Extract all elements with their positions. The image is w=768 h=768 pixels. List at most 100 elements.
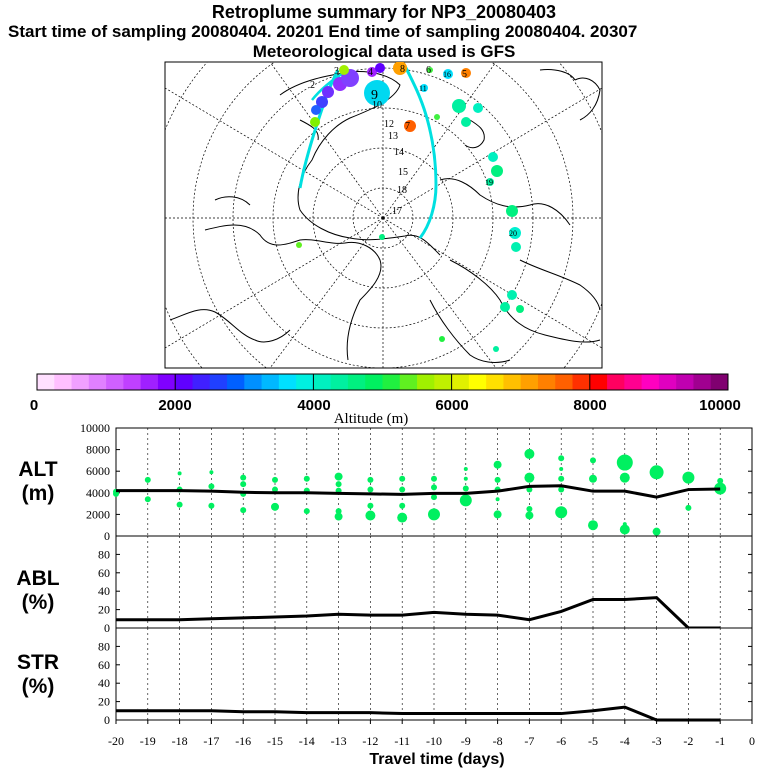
plume-circle bbox=[461, 68, 471, 78]
colorbar-swatch bbox=[641, 374, 660, 390]
altitude-dot bbox=[558, 475, 565, 482]
plume-circle bbox=[493, 346, 499, 352]
altitude-dot bbox=[495, 497, 500, 502]
colorbar-tick-label: 2000 bbox=[158, 397, 191, 414]
altitude-dot bbox=[462, 485, 469, 492]
y-tick-label: 8000 bbox=[86, 443, 110, 457]
plume-circle bbox=[486, 178, 494, 186]
altitude-dot bbox=[399, 475, 406, 482]
x-tick-label: 0 bbox=[749, 734, 755, 748]
altitude-dot bbox=[209, 470, 214, 475]
altitude-dot bbox=[144, 496, 151, 503]
colorbar-swatch bbox=[624, 374, 643, 390]
plume-circle bbox=[420, 84, 428, 92]
abl-panel-unit: (%) bbox=[22, 591, 55, 614]
colorbar-tick-label: 6000 bbox=[435, 397, 468, 414]
altitude-dot bbox=[428, 508, 440, 521]
y-tick-label: 20 bbox=[98, 603, 110, 617]
altitude-dot bbox=[240, 507, 247, 514]
plume-label: 16 bbox=[443, 70, 451, 79]
colorbar-tick-label: 4000 bbox=[297, 397, 330, 414]
colorbar-swatch bbox=[330, 374, 349, 390]
altitude-dot bbox=[431, 494, 437, 501]
colorbar-swatch bbox=[607, 374, 625, 390]
altitude-dot bbox=[367, 502, 374, 509]
altitude-dot bbox=[431, 484, 437, 491]
altitude-dot bbox=[240, 481, 247, 488]
colorbar-swatch bbox=[175, 374, 193, 390]
plume-label: 20 bbox=[509, 229, 517, 238]
colorbar-swatch bbox=[54, 374, 73, 390]
y-tick-label: 60 bbox=[98, 566, 110, 580]
colorbar-swatch bbox=[399, 374, 418, 390]
colorbar-swatch bbox=[313, 374, 332, 390]
altitude-colorbar bbox=[36, 373, 729, 391]
altitude-dot bbox=[463, 476, 468, 481]
colorbar-swatch bbox=[486, 374, 504, 390]
altitude-dot bbox=[649, 465, 664, 480]
x-tick-label: -15 bbox=[267, 734, 283, 748]
plume-label: 10 bbox=[372, 100, 382, 111]
colorbar-swatch bbox=[382, 374, 401, 390]
plume-label: 8 bbox=[400, 64, 405, 75]
panel-labels: ALT (m) ABL (%) STR (%) bbox=[16, 458, 59, 698]
plume-label: 4 bbox=[368, 67, 373, 78]
altitude-dot bbox=[334, 512, 343, 521]
altitude-dot bbox=[524, 448, 535, 459]
plume-circle bbox=[379, 234, 385, 240]
colorbar-tick-label: 10000 bbox=[699, 397, 741, 414]
plume-circle bbox=[439, 336, 445, 342]
y-tick-label: 0 bbox=[104, 621, 110, 635]
colorbar-swatch bbox=[468, 374, 487, 390]
colorbar-swatch bbox=[261, 374, 280, 390]
x-tick-label: -10 bbox=[426, 734, 442, 748]
altitude-dot bbox=[525, 511, 534, 520]
altitude-dot bbox=[589, 474, 597, 483]
plume-circle bbox=[452, 99, 466, 113]
altitude-dot bbox=[208, 483, 215, 490]
time-series-panels: 1000080006000400020000806040200806040200… bbox=[80, 421, 755, 748]
altitude-dot bbox=[335, 481, 342, 488]
plume-circle bbox=[488, 152, 498, 162]
altitude-dot bbox=[714, 482, 727, 495]
plume-label: 13 bbox=[388, 131, 398, 142]
plume-label: 2 bbox=[310, 80, 315, 91]
altitude-dot bbox=[493, 460, 502, 469]
altitude-dot bbox=[494, 476, 501, 483]
altitude-dot bbox=[399, 502, 406, 509]
colorbar-swatch bbox=[555, 374, 574, 390]
alt-panel-label: ALT bbox=[18, 458, 57, 481]
colorbar-swatch bbox=[140, 374, 159, 390]
plume-circle bbox=[434, 114, 440, 120]
plume-circle bbox=[509, 227, 521, 239]
y-tick-label: 40 bbox=[98, 676, 110, 690]
colorbar-swatch bbox=[347, 374, 366, 390]
colorbar-xlabel: Altitude (m) bbox=[334, 411, 409, 427]
colorbar-swatch bbox=[209, 374, 228, 390]
x-tick-label: -19 bbox=[140, 734, 156, 748]
x-tick-label: -1 bbox=[715, 734, 725, 748]
plume-label: 11 bbox=[419, 84, 427, 93]
altitude-dot bbox=[459, 494, 472, 507]
colorbar-swatch bbox=[157, 374, 176, 390]
plume-label: 12 bbox=[384, 119, 394, 130]
plume-label: 15 bbox=[398, 167, 408, 178]
map-meridian-grid bbox=[165, 62, 602, 368]
x-tick-label: -11 bbox=[394, 734, 410, 748]
altitude-dot bbox=[272, 486, 278, 493]
altitude-dot bbox=[685, 504, 692, 511]
altitude-dot bbox=[176, 501, 183, 508]
plume-circle bbox=[491, 165, 503, 177]
y-tick-label: 0 bbox=[104, 713, 110, 727]
str-panel-unit: (%) bbox=[22, 675, 55, 698]
colorbar-swatch bbox=[244, 374, 263, 390]
y-tick-label: 2000 bbox=[86, 507, 110, 521]
plume-circle bbox=[311, 105, 321, 115]
sampling-times: Start time of sampling 20080404. 20201 E… bbox=[8, 22, 638, 41]
altitude-dot bbox=[431, 475, 437, 482]
altitude-dot bbox=[493, 510, 502, 519]
altitude-dot bbox=[272, 476, 278, 483]
altitude-dot bbox=[271, 502, 279, 511]
plume-label: 3 bbox=[334, 66, 339, 77]
plume-track bbox=[298, 65, 438, 239]
